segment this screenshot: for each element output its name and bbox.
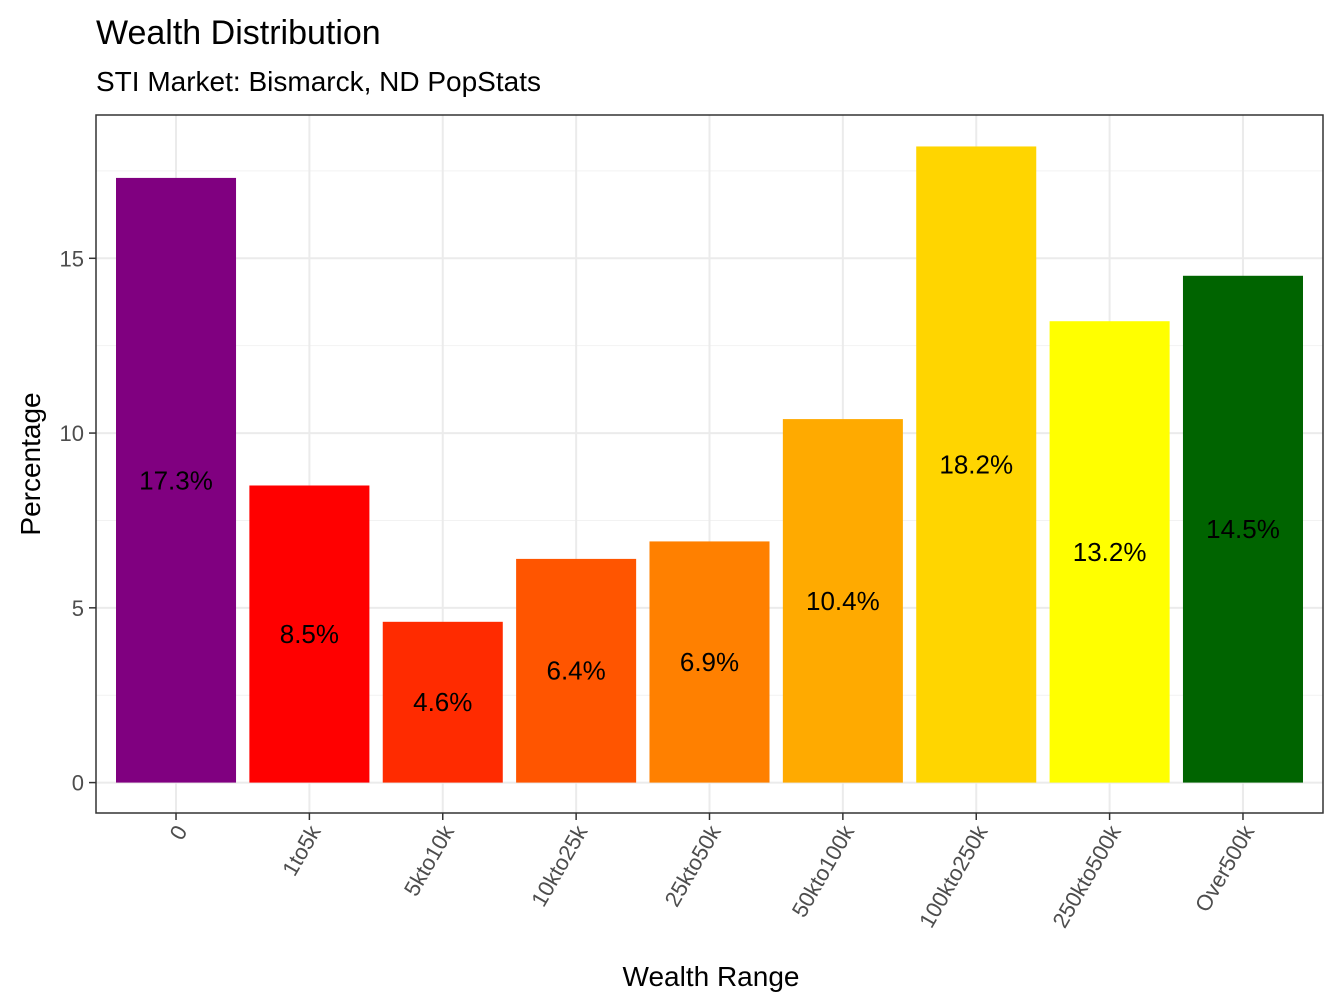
- bar-label: 8.5%: [280, 619, 339, 649]
- y-tick-label: 15: [60, 246, 84, 271]
- bar-10kto25k: [516, 558, 637, 783]
- y-axis-title: Percentage: [15, 392, 46, 535]
- y-axis-ticks: 0 5 10 15: [60, 246, 96, 796]
- bars: [116, 146, 1303, 783]
- bar-250kto500k: [1049, 321, 1170, 783]
- bar-0: [116, 177, 237, 783]
- bar-Over500k: [1182, 275, 1303, 783]
- bar-label: 6.9%: [680, 647, 739, 677]
- x-tick-label: 50kto100k: [787, 820, 860, 921]
- bar-label: 13.2%: [1073, 537, 1147, 567]
- x-tick-label: 250kto500k: [1047, 820, 1126, 932]
- bar-25kto50k: [649, 541, 770, 783]
- x-axis-ticks: 0 1to5k 5kto10k 10kto25k 25kto50k 50kto100k 10…: [165, 813, 1260, 932]
- chart-title: Wealth Distribution: [96, 14, 381, 52]
- x-tick-label: 100kto250k: [914, 820, 993, 932]
- x-axis-title: Wealth Range: [623, 961, 800, 992]
- x-tick-label: 25kto50k: [660, 820, 727, 911]
- bar-label: 17.3%: [139, 465, 213, 495]
- x-tick-label: Over500k: [1190, 820, 1260, 916]
- bar-label: 4.6%: [413, 687, 472, 717]
- bar-label: 18.2%: [939, 450, 1013, 480]
- bar-50kto100k: [782, 419, 903, 783]
- y-tick-label: 10: [60, 421, 84, 446]
- x-tick-label: 5kto10k: [399, 820, 460, 900]
- bar-label: 6.4%: [546, 656, 605, 686]
- x-tick-label: 10kto25k: [526, 820, 593, 911]
- x-tick-label: 1to5k: [277, 820, 326, 880]
- chart-subtitle: STI Market: Bismarck, ND PopStats: [96, 66, 541, 97]
- bar-1to5k: [249, 485, 370, 783]
- bar-5kto10k: [382, 621, 503, 783]
- bar-labels: 17.3% 8.5% 4.6% 6.4% 6.9% 10.4% 18.2% 13.2% 14.5…: [139, 450, 1280, 718]
- y-tick-label: 0: [72, 771, 84, 796]
- bar-100kto250k: [916, 146, 1037, 783]
- x-tick-label: 0: [165, 821, 193, 844]
- y-tick-label: 5: [72, 596, 84, 621]
- bar-label: 14.5%: [1206, 514, 1280, 544]
- bar-label: 10.4%: [806, 586, 880, 616]
